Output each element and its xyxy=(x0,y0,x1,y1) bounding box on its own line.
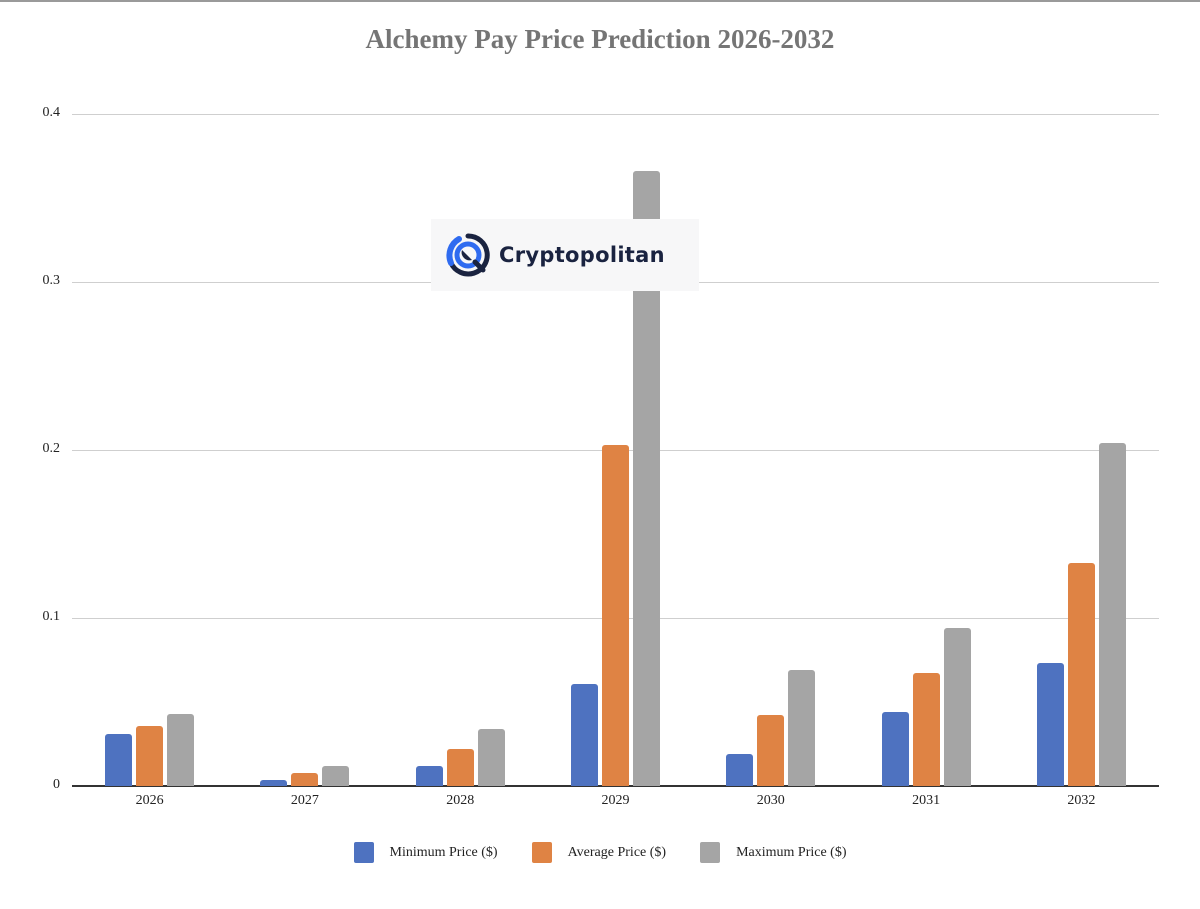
bar-2027-maximum xyxy=(322,765,350,786)
legend-swatch xyxy=(531,842,552,863)
bar-2031-average xyxy=(912,673,940,786)
y-tick-label: 0.2 xyxy=(42,441,61,456)
legend-label: Maximum Price ($) xyxy=(736,844,847,860)
bar-2032-maximum xyxy=(1098,443,1126,786)
legend-item: Average Price ($) xyxy=(531,842,667,863)
legend-swatch xyxy=(353,842,374,863)
bar-2027-average xyxy=(291,772,319,786)
bar-2028-maximum xyxy=(477,728,505,786)
bar-2026-maximum xyxy=(167,713,195,786)
chart-legend: Minimum Price ($) Average Price ($) Maximu… xyxy=(0,842,1200,863)
legend-swatch xyxy=(700,842,721,863)
bar-2030-minimum xyxy=(726,754,754,786)
x-tick-label: 2031 xyxy=(912,793,941,808)
bar-2026-minimum xyxy=(105,733,133,786)
bar-2031-maximum xyxy=(943,628,971,786)
y-tick-label: 0.3 xyxy=(42,273,61,288)
x-tick-label: 2032 xyxy=(1067,793,1096,808)
x-tick-label: 2027 xyxy=(290,793,319,808)
bar-2031-minimum xyxy=(881,712,909,786)
chart-title: Alchemy Pay Price Prediction 2026-2032 xyxy=(365,24,835,54)
watermark-text: Cryptopolitan xyxy=(499,243,665,267)
bar-2028-average xyxy=(446,749,474,786)
bar-2030-average xyxy=(757,715,785,786)
x-axis-line xyxy=(72,785,1159,787)
x-tick-label: 2029 xyxy=(601,793,630,808)
bar-2029-average xyxy=(602,444,629,786)
legend-label: Average Price ($) xyxy=(567,844,667,860)
cryptopolitan-logo-icon xyxy=(445,232,491,278)
x-tick-label: 2028 xyxy=(446,793,475,808)
legend-label: Minimum Price ($) xyxy=(389,844,498,860)
bar-2032-minimum xyxy=(1036,663,1064,786)
plot-area xyxy=(72,114,1159,787)
top-border xyxy=(0,0,1200,2)
legend-item: Minimum Price ($) xyxy=(353,842,498,863)
y-tick-label: 0.1 xyxy=(42,609,61,624)
gridline xyxy=(72,114,1159,115)
bar-2032-average xyxy=(1067,562,1095,786)
bar-2027-minimum xyxy=(260,780,288,786)
bar-2026-average xyxy=(136,725,164,786)
x-tick-label: 2026 xyxy=(135,793,164,808)
bar-2030-maximum xyxy=(788,670,816,786)
y-tick-label: 0.4 xyxy=(42,105,61,120)
y-tick-label: 0 xyxy=(53,777,60,792)
cryptopolitan-watermark: Cryptopolitan xyxy=(431,219,699,291)
x-tick-label: 2030 xyxy=(756,793,785,808)
legend-item: Maximum Price ($) xyxy=(700,842,847,863)
bar-2029-minimum xyxy=(571,683,598,786)
bar-2028-minimum xyxy=(415,765,443,786)
